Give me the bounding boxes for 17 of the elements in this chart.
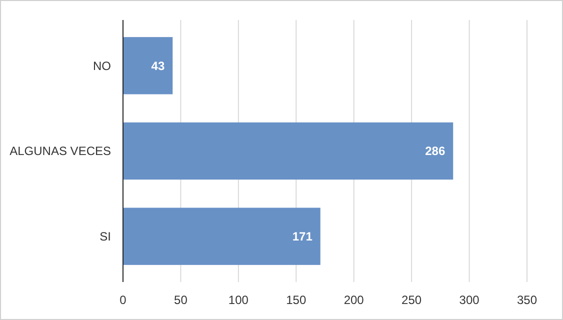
x-tick-label: 300 (459, 293, 480, 307)
y-tick-label: ALGUNAS VECES (10, 144, 111, 158)
data-label: 43 (151, 58, 165, 73)
x-tick-label: 200 (344, 293, 364, 307)
y-tick-label: NO (93, 58, 111, 73)
x-tick-label: 100 (228, 293, 249, 307)
bar (123, 208, 320, 265)
bar (123, 122, 454, 180)
x-tick-label: 0 (120, 293, 127, 307)
x-tick-label: 50 (174, 293, 188, 307)
data-label: 286 (425, 144, 446, 158)
x-tick-label: 250 (402, 293, 422, 307)
data-label: 171 (292, 230, 313, 244)
bar (123, 37, 173, 94)
x-tick-label: 350 (516, 293, 538, 307)
x-tick-label: 150 (286, 293, 306, 307)
y-tick-label: SI (100, 230, 111, 244)
